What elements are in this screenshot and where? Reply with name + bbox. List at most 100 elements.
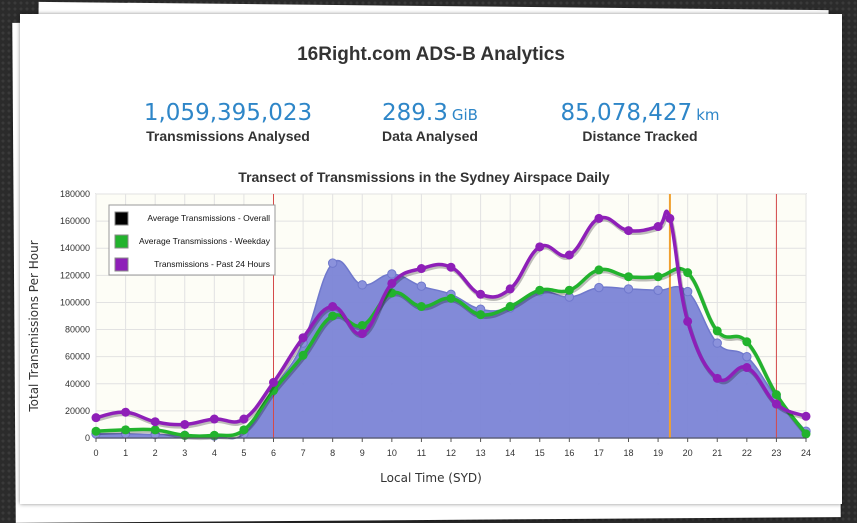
- series-past24-point: [387, 278, 397, 288]
- x-tick-label: 13: [476, 448, 486, 458]
- stat-label: Data Analysed: [382, 128, 478, 144]
- stat-label: Transmissions Analysed: [146, 128, 310, 144]
- series-weekday-point: [535, 285, 545, 295]
- y-axis-label: Total Transmissions Per Hour: [27, 240, 41, 412]
- series-weekday-point: [771, 390, 781, 400]
- series-past24-point: [328, 302, 338, 312]
- series-past24-point: [594, 213, 604, 223]
- series-past24-point: [665, 213, 675, 223]
- series-weekday-point: [121, 425, 131, 435]
- series-weekday-point: [239, 425, 249, 435]
- legend-swatch: [114, 257, 129, 272]
- x-tick-label: 14: [505, 448, 515, 458]
- stat-unit: km: [696, 106, 720, 124]
- x-tick-label: 2: [153, 448, 158, 458]
- series-weekday-point: [564, 285, 574, 295]
- series-weekday-point: [594, 265, 604, 275]
- y-tick-label: 100000: [60, 297, 90, 307]
- series-overall-point: [594, 282, 604, 293]
- legend-box: [108, 204, 276, 276]
- series-past24-point: [683, 316, 693, 326]
- x-tick-label: 8: [330, 448, 335, 458]
- series-past24-point: [357, 329, 367, 339]
- series-overall-point: [416, 281, 427, 291]
- series-overall-point: [742, 351, 752, 362]
- stat-value: 289.3: [382, 100, 448, 126]
- y-tick-label: 0: [85, 433, 90, 443]
- series-weekday-point: [446, 293, 456, 303]
- legend-label: Average Transmissions - Overall: [147, 213, 270, 223]
- series-past24-point: [239, 414, 249, 424]
- series-weekday-point: [387, 288, 397, 298]
- series-past24-point: [624, 226, 633, 236]
- series-past24-point: [564, 250, 574, 260]
- y-tick-label: 80000: [65, 325, 90, 335]
- x-tick-label: 7: [301, 448, 306, 458]
- series-past24-point: [180, 419, 190, 429]
- x-tick-label: 5: [241, 448, 246, 458]
- series-weekday-point: [742, 337, 752, 347]
- y-tick-label: 60000: [65, 352, 90, 362]
- series-past24-point: [416, 264, 426, 274]
- series-overall-point: [357, 280, 367, 290]
- x-tick-label: 4: [212, 448, 217, 458]
- y-tick-label: 40000: [65, 379, 90, 389]
- series-past24-point: [446, 262, 456, 272]
- series-weekday-point: [505, 302, 515, 312]
- series-overall-point: [327, 258, 338, 268]
- x-tick-label: 23: [771, 448, 781, 458]
- x-tick-label: 18: [623, 448, 633, 458]
- series-weekday-point: [150, 425, 160, 435]
- x-tick-label: 19: [653, 448, 663, 458]
- series-past24-point: [150, 417, 160, 427]
- series-weekday-point: [416, 302, 426, 312]
- x-tick-label: 0: [93, 448, 98, 458]
- series-past24-point: [209, 414, 219, 424]
- x-tick-label: 12: [446, 448, 456, 458]
- legend-label: Transmissions - Past 24 Hours: [154, 259, 270, 269]
- series-past24-point: [535, 242, 545, 252]
- x-tick-label: 17: [594, 448, 604, 458]
- series-weekday-point: [357, 320, 367, 330]
- x-tick-label: 15: [535, 448, 545, 458]
- stat-data: 289.3 GiB Data Analysed: [350, 100, 510, 144]
- x-axis-label: Local Time (SYD): [380, 471, 482, 485]
- series-overall-point: [387, 269, 397, 279]
- series-past24-point: [121, 407, 131, 417]
- series-weekday-point: [298, 350, 308, 360]
- chart-title: Transect of Transmissions in the Sydney …: [238, 169, 610, 185]
- transmissions-chart: Transect of Transmissions in the Sydney …: [27, 169, 811, 485]
- series-overall-point: [653, 285, 663, 295]
- series-past24-point: [712, 373, 722, 383]
- x-tick-label: 22: [742, 448, 752, 458]
- series-overall-point: [623, 284, 634, 294]
- x-tick-label: 10: [387, 448, 397, 458]
- series-past24-point: [742, 363, 752, 373]
- legend-label: Average Transmissions - Weekday: [139, 236, 271, 246]
- series-weekday-point: [653, 272, 663, 282]
- x-tick-label: 3: [182, 448, 187, 458]
- stat-distance: 85,078,427 km Distance Tracked: [540, 100, 740, 144]
- x-tick-label: 11: [417, 448, 426, 458]
- series-overall-point: [682, 286, 693, 297]
- series-past24-point: [771, 399, 781, 409]
- stat-value: 85,078,427: [560, 100, 693, 126]
- x-tick-label: 21: [712, 448, 722, 458]
- stat-transmissions: 1,059,395,023 Transmissions Analysed: [138, 100, 318, 144]
- x-tick-label: 1: [123, 448, 128, 458]
- y-tick-label: 140000: [60, 243, 90, 253]
- y-tick-label: 20000: [65, 406, 90, 416]
- series-weekday-point: [476, 310, 486, 320]
- page-title: 16Right.com ADS-B Analytics: [297, 44, 565, 65]
- chart-legend: Average Transmissions - Overall Average T…: [108, 204, 276, 276]
- series-past24-point: [801, 411, 811, 421]
- series-past24-point: [476, 289, 486, 299]
- series-weekday-point: [712, 326, 722, 336]
- series-weekday-point: [328, 311, 338, 321]
- series-past24-point: [91, 413, 101, 423]
- y-tick-label: 180000: [60, 189, 90, 199]
- x-tick-label: 20: [683, 448, 693, 458]
- legend-swatch: [114, 234, 129, 249]
- stat-value: 1,059,395,023: [143, 100, 313, 126]
- series-weekday-point: [624, 272, 633, 282]
